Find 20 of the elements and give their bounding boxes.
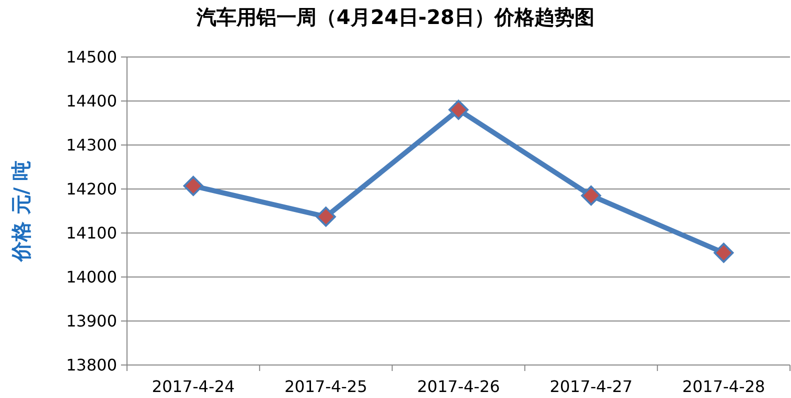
y-tick-label: 14500	[66, 48, 117, 67]
x-tick-label: 2017-4-26	[417, 377, 500, 396]
y-tick-label: 14400	[66, 92, 117, 111]
point	[581, 186, 602, 206]
x-tick-label: 2017-4-24	[152, 377, 235, 396]
y-axis-title: 价格 元/ 吨	[9, 160, 33, 263]
point	[714, 242, 734, 263]
x-tick-label: 2017-4-25	[284, 377, 368, 396]
y-tick-label: 14200	[66, 180, 117, 199]
point	[448, 100, 468, 120]
y-tick-label: 14000	[66, 268, 117, 287]
x-tick-label: 2017-4-28	[682, 377, 766, 396]
y-tick-label: 13800	[66, 356, 117, 375]
x-tick-label: 2017-4-27	[550, 377, 633, 396]
chart-title: 汽车用铝一周（4月24日-28日）价格趋势图	[196, 5, 594, 29]
y-tick-label: 14300	[66, 136, 117, 155]
point	[183, 176, 204, 196]
point	[316, 206, 336, 227]
y-tick-label: 13900	[66, 312, 117, 331]
y-tick-label: 14100	[66, 224, 117, 243]
